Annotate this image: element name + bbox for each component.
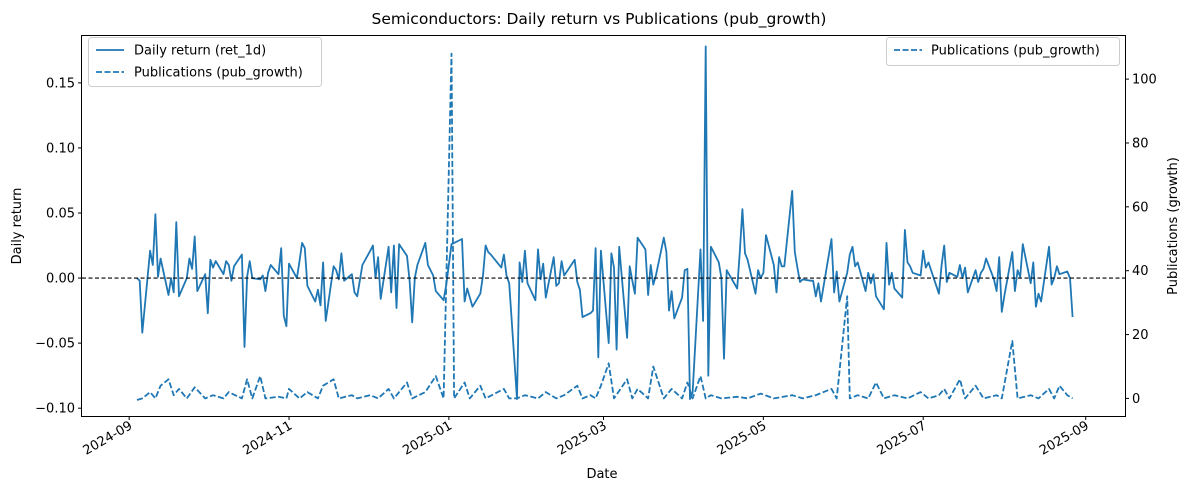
plot-frame <box>81 35 1126 417</box>
x-tick-label: 2025-05 <box>715 418 770 458</box>
x-tick-label: 2025-07 <box>875 418 930 458</box>
y-right-tick-label: 100 <box>1132 73 1157 88</box>
y-axis-right: 0 20 40 60 80 100 <box>1125 73 1157 407</box>
y-left-tick-label: −0.05 <box>35 337 75 352</box>
y-left-tick-label: 0.00 <box>46 272 75 287</box>
x-tick-label: 2025-09 <box>1037 418 1092 458</box>
series-line-daily-return <box>136 45 1074 400</box>
y-left-tick-label: −0.10 <box>35 402 75 417</box>
x-tick-label: 2024-09 <box>81 418 136 458</box>
x-tick-label: 2024-11 <box>240 418 295 458</box>
chart-title: Semiconductors: Daily return vs Publicat… <box>372 10 827 29</box>
y-right-tick-label: 40 <box>1132 264 1149 279</box>
series-line-publications <box>136 52 1074 401</box>
x-tick-label: 2025-03 <box>555 418 610 458</box>
series-layer <box>136 45 1074 401</box>
y-axis-right-label: Publications (growth) <box>1166 157 1181 295</box>
x-tick-label: 2025-01 <box>400 418 455 458</box>
y-axis-left-label: Daily return <box>10 188 25 265</box>
legend-right-entry: Publications (pub_growth) <box>931 44 1100 59</box>
legend-left-entry: Daily return (ret_1d) <box>134 44 266 59</box>
y-left-tick-label: 0.05 <box>46 206 75 221</box>
y-right-tick-label: 20 <box>1132 328 1149 343</box>
legend-left: Daily return (ret_1d) Publications (pub_… <box>88 37 322 87</box>
y-axis-left: −0.10 −0.05 0.00 0.05 0.10 0.15 <box>35 76 82 417</box>
x-axis: 2024-09 2024-11 2025-01 2025-03 2025-05 2025-… <box>81 416 1092 459</box>
y-right-tick-label: 80 <box>1132 136 1149 151</box>
x-axis-label: Date <box>586 467 617 482</box>
y-left-tick-label: 0.10 <box>46 141 75 156</box>
y-right-tick-label: 0 <box>1132 392 1140 407</box>
y-left-tick-label: 0.15 <box>46 76 75 91</box>
y-right-tick-label: 60 <box>1132 200 1149 215</box>
legend-right: Publications (pub_growth) <box>886 37 1120 66</box>
legend-left-entry: Publications (pub_growth) <box>134 66 303 81</box>
